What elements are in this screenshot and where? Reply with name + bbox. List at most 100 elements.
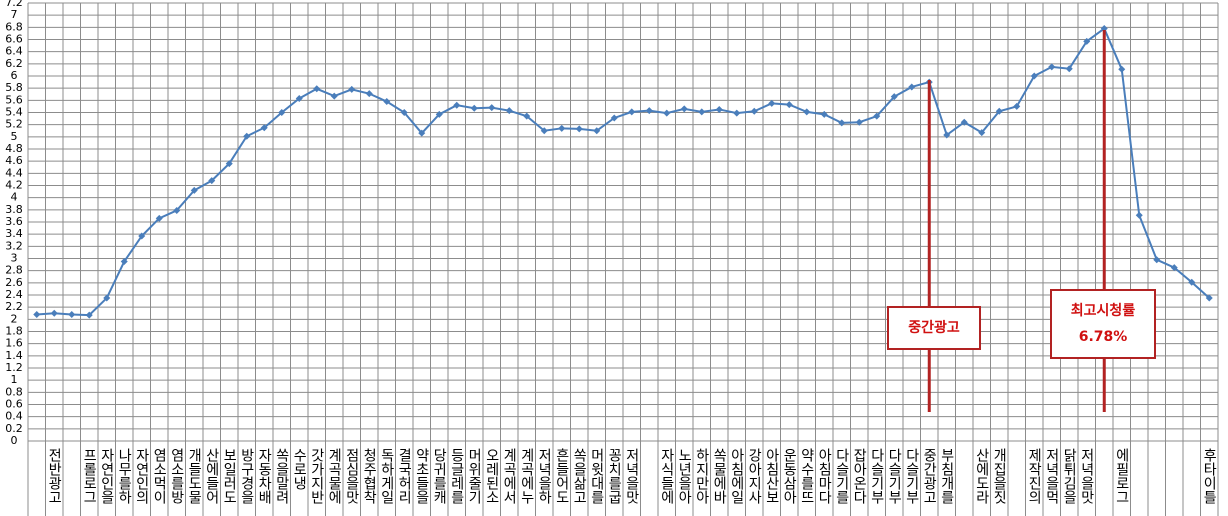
y-tick-label: 0 bbox=[11, 434, 18, 447]
y-tick-label: 6.8 bbox=[5, 20, 23, 33]
x-tick-label: 염소를방 bbox=[169, 448, 185, 504]
x-tick-label: 보일러도 bbox=[221, 448, 237, 504]
x-tick-label: 저녁을맛 bbox=[1079, 448, 1095, 504]
x-tick-label: 전반광고 bbox=[46, 448, 62, 504]
x-tick-label: 자연인의 bbox=[134, 448, 150, 504]
x-tick-label: 염소먹이 bbox=[151, 448, 167, 504]
y-tick-label: 7 bbox=[11, 8, 18, 21]
y-tick-label: 1 bbox=[11, 373, 18, 386]
x-tick-label: 하지만아 bbox=[694, 448, 710, 504]
x-tick-label: 독하게일 bbox=[379, 448, 395, 504]
x-tick-label: 개들도물 bbox=[186, 448, 202, 504]
data-point bbox=[260, 124, 268, 132]
data-point bbox=[943, 131, 951, 139]
y-tick-label: 6.6 bbox=[5, 33, 23, 46]
data-point bbox=[138, 232, 146, 240]
annotation-text: 6.78% bbox=[1079, 329, 1128, 345]
x-tick-label: 수로냉 bbox=[291, 448, 307, 490]
data-point bbox=[1013, 102, 1021, 110]
data-point bbox=[1048, 63, 1056, 71]
data-point bbox=[908, 83, 916, 91]
data-point bbox=[995, 107, 1003, 115]
annotation-box bbox=[887, 306, 981, 350]
x-tick-label: 강아지사 bbox=[746, 448, 762, 504]
data-point bbox=[645, 107, 653, 115]
data-point bbox=[190, 186, 198, 194]
x-tick-label: 다슬기부 bbox=[904, 448, 920, 504]
y-tick-label: 6.4 bbox=[5, 45, 23, 58]
data-point bbox=[978, 129, 986, 137]
x-tick-label: 닭튀김을 bbox=[1061, 448, 1077, 504]
data-point bbox=[575, 125, 583, 133]
data-point bbox=[68, 310, 76, 318]
data-point bbox=[225, 160, 233, 168]
data-point bbox=[1100, 25, 1108, 33]
x-tick-label: 프롤로그 bbox=[81, 448, 97, 504]
y-tick-label: 2.4 bbox=[5, 288, 23, 301]
data-point bbox=[330, 92, 338, 100]
y-tick-label: 5.8 bbox=[5, 81, 23, 94]
data-point bbox=[470, 104, 478, 112]
data-point bbox=[85, 311, 93, 319]
x-tick-label: 약초들을 bbox=[414, 448, 430, 504]
y-tick-label: 5.6 bbox=[5, 93, 23, 106]
data-point bbox=[173, 206, 181, 214]
data-point bbox=[1118, 65, 1126, 73]
y-tick-label: 6 bbox=[11, 69, 18, 82]
x-tick-label: 청주협착 bbox=[361, 448, 377, 504]
x-tick-label: 다슬기를 bbox=[834, 448, 850, 504]
x-tick-label: 자식들에 bbox=[659, 448, 675, 504]
data-point bbox=[1153, 256, 1161, 264]
x-tick-label: 저녁을맛 bbox=[624, 448, 640, 504]
x-tick-label: 노년을아 bbox=[676, 448, 692, 504]
y-tick-label: 0.2 bbox=[5, 422, 23, 435]
y-tick-label: 0.4 bbox=[5, 410, 23, 423]
data-point bbox=[523, 112, 531, 120]
y-tick-label: 5 bbox=[11, 130, 18, 143]
data-point bbox=[1188, 278, 1196, 286]
data-point bbox=[348, 85, 356, 93]
y-tick-label: 2 bbox=[11, 312, 18, 325]
annotation-text: 최고시청률 bbox=[1071, 302, 1136, 319]
y-tick-label: 3 bbox=[11, 252, 18, 265]
x-tick-label: 아침산보 bbox=[764, 448, 780, 504]
y-tick-label: 7.2 bbox=[5, 0, 23, 9]
y-tick-label: 0.6 bbox=[5, 398, 23, 411]
x-tick-label: 점심을맛 bbox=[344, 448, 360, 504]
data-point bbox=[278, 109, 286, 116]
y-tick-label: 4.2 bbox=[5, 179, 23, 192]
data-point bbox=[208, 177, 216, 185]
y-tick-label: 5.2 bbox=[5, 118, 23, 131]
data-point bbox=[365, 90, 373, 98]
x-tick-label: 후타이틀 bbox=[1201, 448, 1217, 504]
data-point bbox=[435, 110, 443, 118]
data-point bbox=[295, 95, 303, 103]
y-tick-label: 0.8 bbox=[5, 385, 23, 398]
data-point bbox=[838, 119, 846, 127]
data-point bbox=[715, 105, 723, 113]
x-tick-label: 계곡에서 bbox=[501, 448, 517, 504]
y-tick-label: 1.2 bbox=[5, 361, 23, 374]
x-tick-label: 운동삼아 bbox=[781, 448, 797, 504]
x-tick-label: 개집을짓 bbox=[991, 448, 1007, 504]
data-point bbox=[803, 108, 811, 116]
x-tick-label: 자연인을 bbox=[99, 448, 115, 504]
data-point bbox=[750, 107, 758, 115]
x-tick-label: 꽁치를굽 bbox=[606, 448, 622, 504]
data-point bbox=[453, 101, 461, 109]
x-tick-label: 부침개를 bbox=[939, 448, 955, 504]
data-point bbox=[418, 129, 426, 137]
x-tick-label: 결국허리 bbox=[396, 448, 412, 504]
y-tick-label: 4.8 bbox=[5, 142, 23, 155]
data-point bbox=[785, 101, 793, 109]
x-tick-label: 방구경을 bbox=[239, 448, 255, 504]
data-point bbox=[663, 109, 671, 117]
data-point bbox=[505, 107, 513, 115]
y-tick-label: 4.6 bbox=[5, 154, 23, 167]
data-point bbox=[890, 93, 898, 101]
data-point bbox=[1030, 72, 1038, 80]
x-tick-label: 자동차배 bbox=[256, 448, 272, 504]
y-tick-label: 2.8 bbox=[5, 264, 23, 277]
x-tick-label: 쏙물에바 bbox=[711, 448, 727, 504]
data-point bbox=[540, 127, 548, 135]
